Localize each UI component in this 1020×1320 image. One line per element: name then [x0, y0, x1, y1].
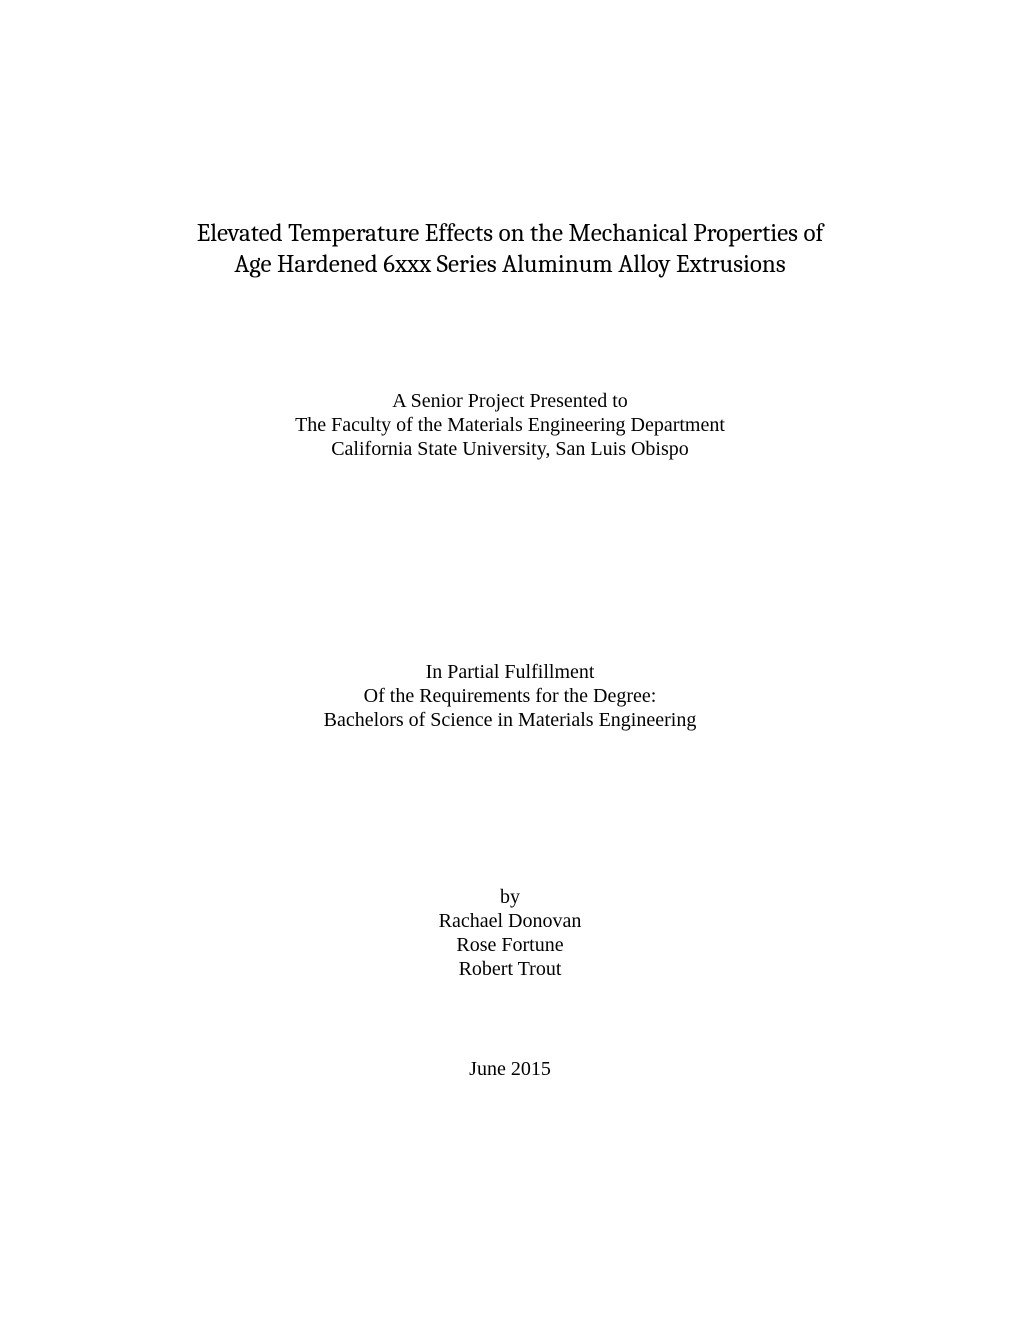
authors-block: by Rachael Donovan Rose Fortune Robert T…: [0, 885, 1020, 981]
author-name-3: Robert Trout: [0, 957, 1020, 981]
document-title: Elevated Temperature Effects on the Mech…: [0, 218, 1020, 281]
date-text: June 2015: [0, 1058, 1020, 1081]
presented-line-1: A Senior Project Presented to: [0, 389, 1020, 413]
fulfillment-line-3: Bachelors of Science in Materials Engine…: [0, 708, 1020, 732]
fulfillment-line-2: Of the Requirements for the Degree:: [0, 684, 1020, 708]
presented-line-3: California State University, San Luis Ob…: [0, 437, 1020, 461]
fulfillment-block: In Partial Fulfillment Of the Requiremen…: [0, 660, 1020, 732]
title-page: Elevated Temperature Effects on the Mech…: [0, 0, 1020, 1320]
author-name-1: Rachael Donovan: [0, 909, 1020, 933]
presented-line-2: The Faculty of the Materials Engineering…: [0, 413, 1020, 437]
title-line-1: Elevated Temperature Effects on the Mech…: [0, 218, 1020, 249]
by-label: by: [0, 885, 1020, 909]
presented-to-block: A Senior Project Presented to The Facult…: [0, 389, 1020, 461]
author-name-2: Rose Fortune: [0, 933, 1020, 957]
title-line-2: Age Hardened 6xxx Series Aluminum Alloy …: [0, 249, 1020, 280]
fulfillment-line-1: In Partial Fulfillment: [0, 660, 1020, 684]
date-block: June 2015: [0, 1058, 1020, 1081]
